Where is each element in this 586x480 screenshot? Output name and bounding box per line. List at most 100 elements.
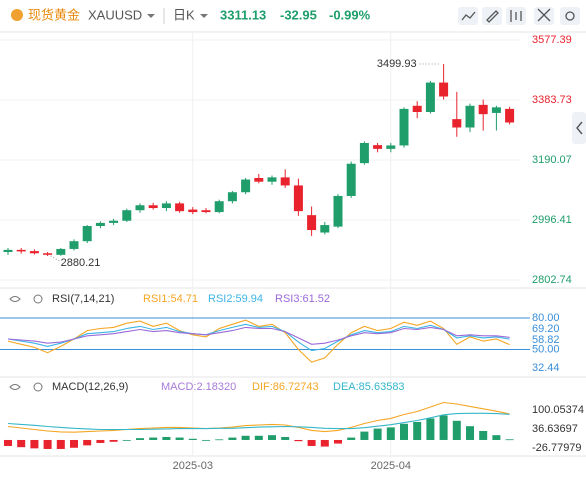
histogram-bar (413, 422, 422, 440)
histogram-bar (479, 430, 488, 440)
candle-body (3, 249, 13, 253)
indicator-line (7, 401, 510, 433)
change-percent: -0.99% (329, 7, 371, 22)
candle-body (320, 225, 330, 233)
settings-icon (565, 11, 575, 21)
histogram-bar (426, 418, 435, 440)
candle-body (188, 209, 198, 213)
histogram-bar (254, 435, 263, 440)
histogram-bar (294, 439, 303, 442)
candle-body (227, 192, 237, 202)
y-tick-label: 3577.39 (532, 34, 572, 46)
histogram-bar (17, 439, 26, 448)
indicator-line (7, 326, 510, 345)
indicator-title: RSI(7,14,21) (52, 293, 114, 305)
candle-body (478, 104, 488, 115)
y-tick-label: 3190.07 (532, 154, 572, 166)
candle-body (122, 210, 132, 221)
y-tick-label: 32.44 (532, 362, 560, 374)
symbol-code[interactable]: XAUUSD (88, 7, 142, 22)
histogram-bar (215, 439, 224, 441)
candle-body (267, 177, 277, 182)
candle-body (201, 210, 211, 213)
side-panel-toggle[interactable] (572, 112, 586, 144)
histogram-bar (4, 439, 12, 446)
legend-entry: MACD:2.18320 (161, 381, 236, 393)
max-label: 3499.93 (377, 58, 417, 70)
histogram-bar (281, 436, 290, 440)
candle-body (109, 220, 119, 223)
y-tick-label: 2996.41 (532, 214, 572, 226)
histogram-bar (505, 439, 514, 441)
histogram-bar (83, 439, 92, 446)
histogram-bar (492, 435, 501, 440)
symbol-name[interactable]: 现货黄金 (28, 7, 80, 22)
histogram-bar (320, 439, 329, 447)
y-tick-label: 2802.74 (532, 274, 572, 286)
indicator-icon (461, 11, 476, 21)
histogram-bar (439, 415, 448, 440)
candle-body (95, 222, 105, 227)
histogram-bar (386, 427, 395, 440)
legend-entry: RSI3:61.52 (275, 293, 330, 305)
candle-body (161, 203, 171, 209)
eye-icon[interactable] (9, 296, 21, 302)
candle-body (241, 179, 251, 193)
candle-body (214, 201, 224, 213)
histogram-bar (149, 437, 158, 440)
indicator-line (7, 323, 510, 352)
settings-button[interactable] (560, 7, 580, 25)
histogram-bar (202, 439, 210, 441)
histogram-bar (466, 426, 474, 440)
candle-body (135, 205, 145, 211)
chart-type-icon (510, 10, 522, 22)
histogram-bar (56, 439, 65, 449)
candle-body (505, 108, 515, 123)
candle-body (69, 241, 79, 249)
histogram-bar (347, 437, 356, 440)
y-tick-label: 3383.73 (532, 94, 572, 106)
period[interactable]: 日K (173, 7, 195, 22)
fullscreen-icon (537, 8, 551, 22)
histogram-bar (268, 435, 276, 440)
candle-body (452, 119, 462, 128)
histogram-bar (43, 439, 52, 449)
gear-icon[interactable] (33, 294, 43, 304)
dropdown-arrow[interactable] (147, 14, 155, 18)
y-tick-label: 100.05374 (532, 404, 584, 416)
candle-body (43, 253, 53, 255)
gear-icon[interactable] (33, 382, 43, 392)
candle-body (346, 163, 356, 196)
histogram-bar (307, 439, 316, 446)
histogram-bar (136, 438, 144, 440)
legend-entry: DEA:85.63583 (333, 381, 405, 393)
candle-body (293, 185, 303, 212)
candle-body (359, 142, 369, 164)
dropdown-arrow[interactable] (200, 14, 208, 18)
eye-icon[interactable] (9, 384, 21, 390)
y-tick-label: -26.77979 (532, 442, 582, 454)
indicator-title: MACD(12,26,9) (52, 381, 128, 393)
draw-button[interactable] (482, 7, 502, 25)
y-tick-label: 50.00 (532, 343, 560, 355)
candle-body (175, 203, 185, 212)
histogram-bar (400, 423, 408, 440)
candle-body (82, 226, 92, 242)
y-tick-label: 58.82 (532, 334, 560, 346)
draw-icon (486, 10, 499, 23)
candle-body (148, 205, 158, 209)
histogram-bar (162, 436, 171, 440)
fullscreen-button[interactable] (534, 7, 554, 25)
histogram-bar (96, 439, 105, 443)
candle-body (465, 105, 475, 128)
y-tick-label: 69.20 (532, 323, 560, 335)
min-label: 2880.21 (61, 257, 101, 269)
candle-body (254, 177, 264, 182)
candle-body (439, 82, 449, 97)
histogram-bar (188, 438, 197, 440)
legend-entry: RSI1:54.71 (143, 293, 198, 305)
candle-body (425, 82, 435, 112)
histogram-bar (70, 439, 78, 448)
